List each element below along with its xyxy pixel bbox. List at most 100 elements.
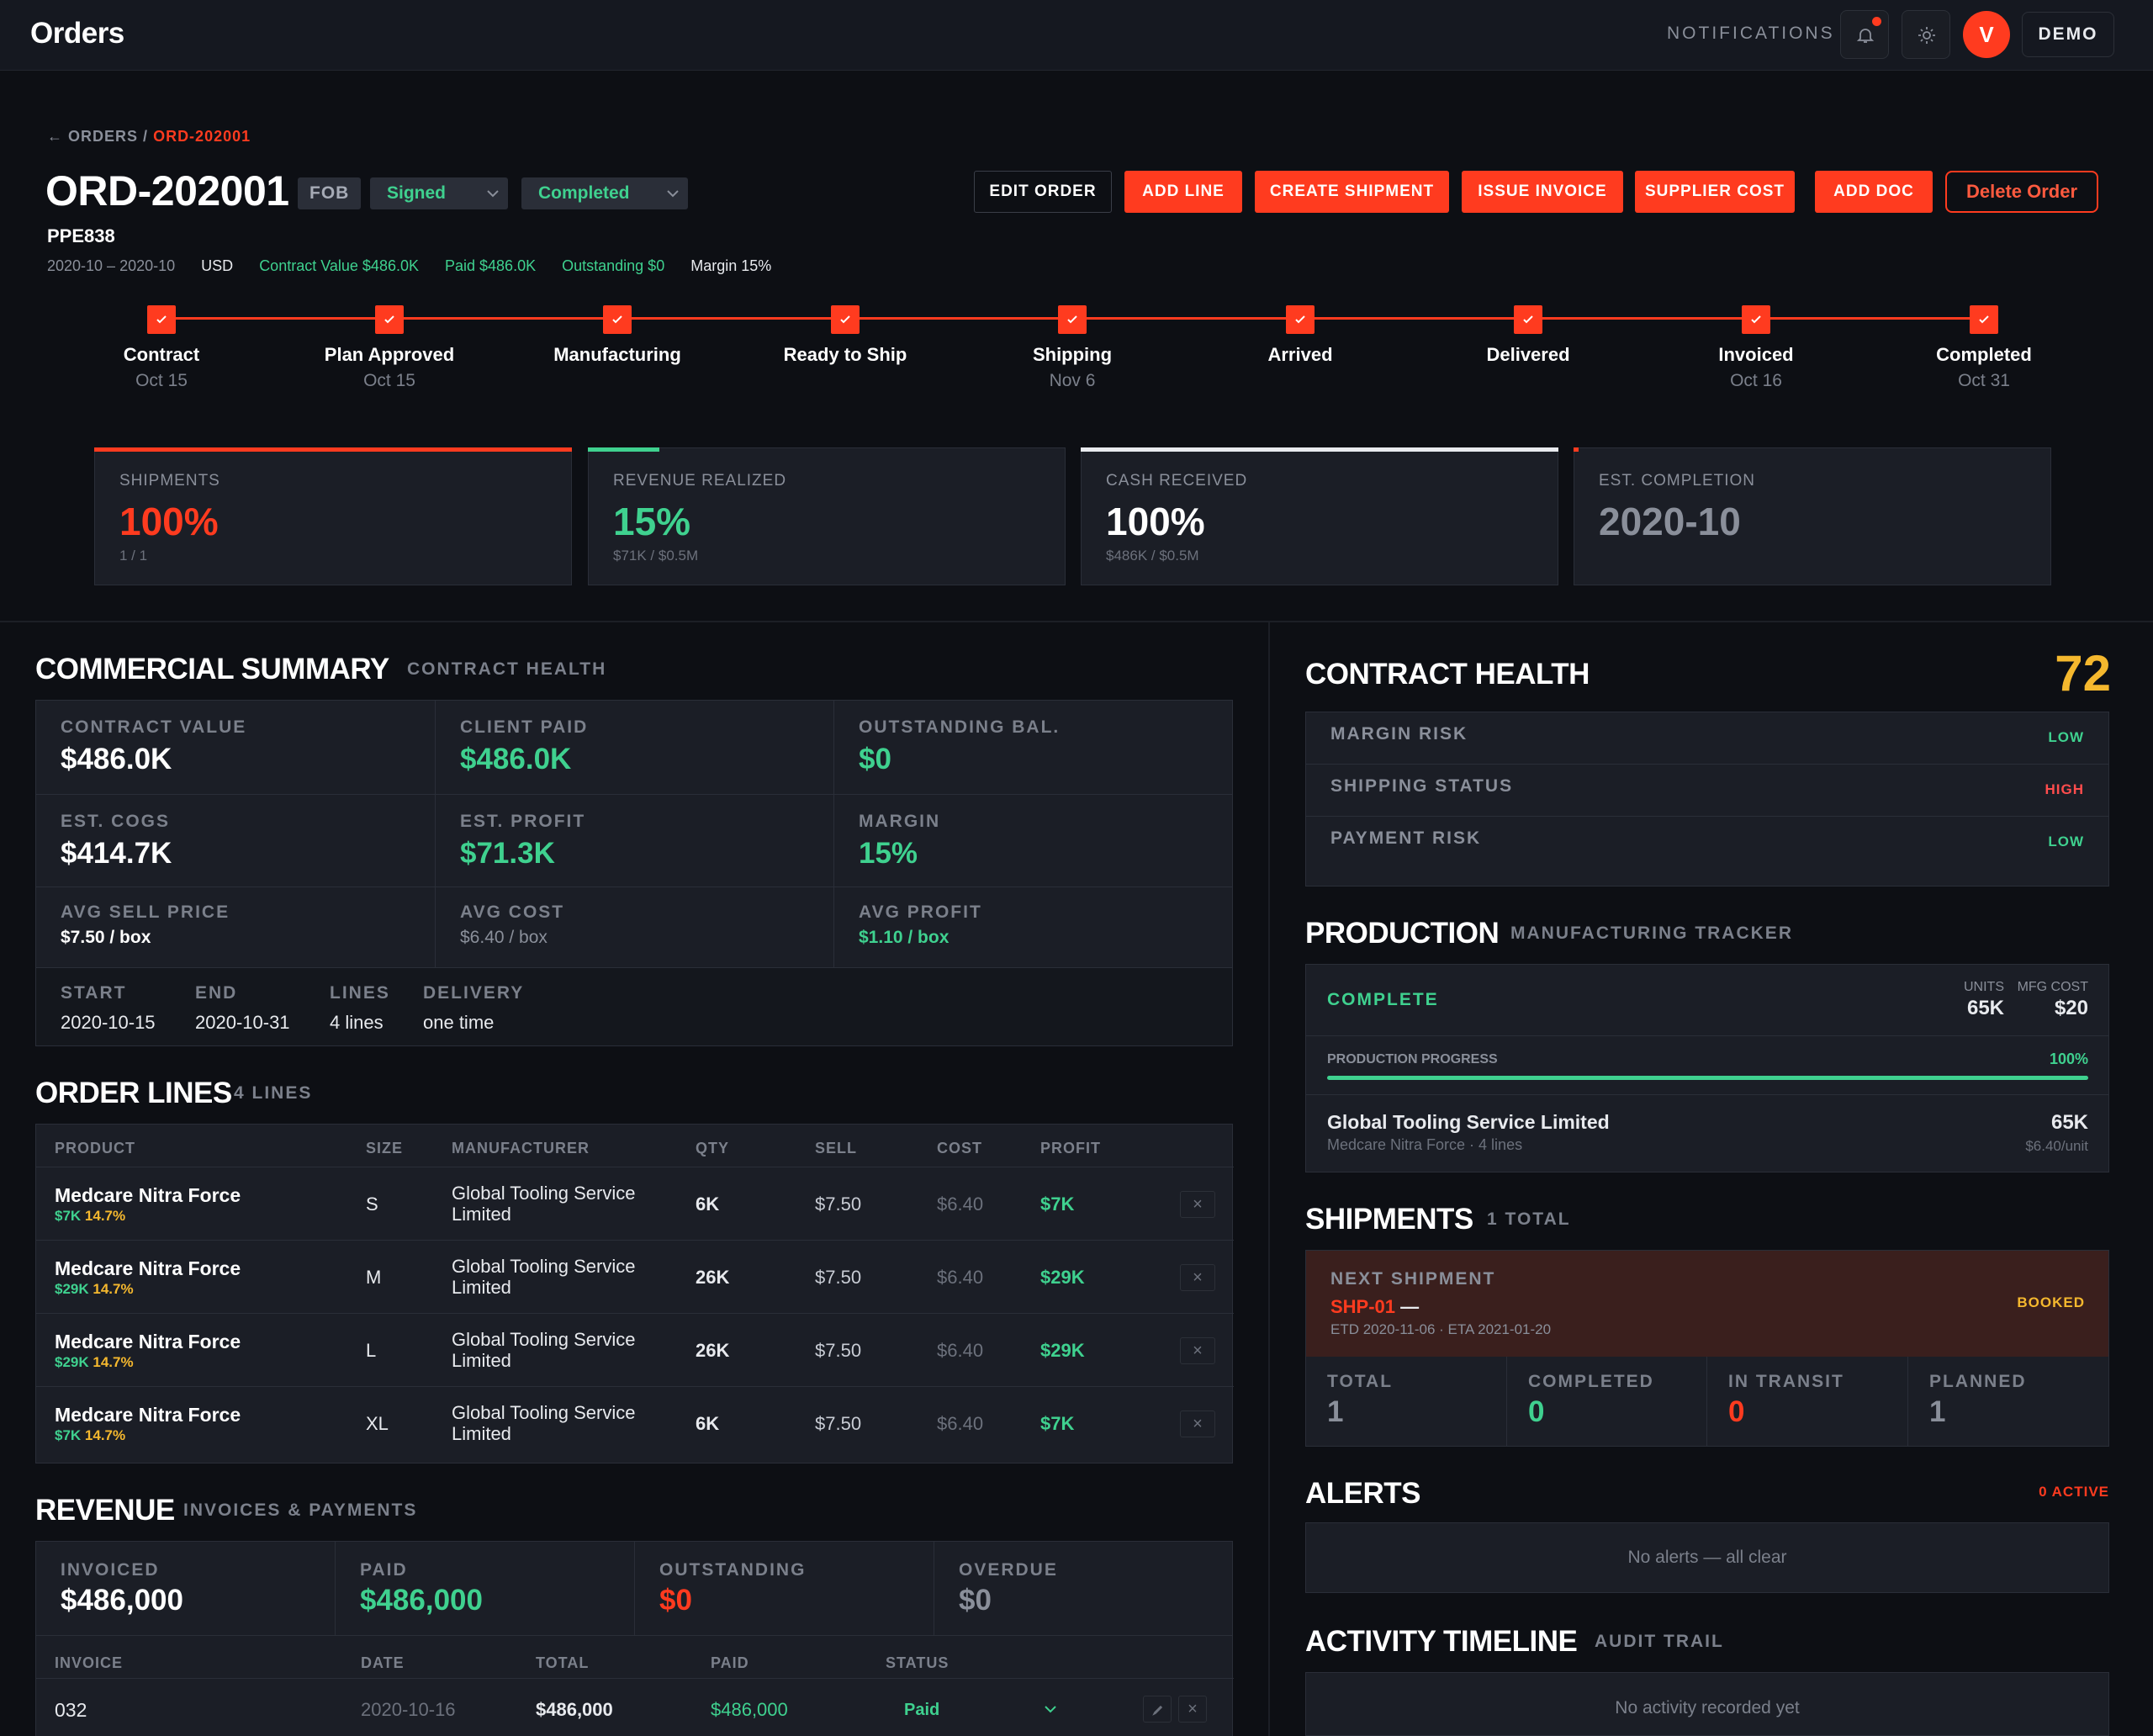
units-value: 65K xyxy=(1966,997,2004,1019)
invoice-date: 2020-10-16 xyxy=(361,1699,456,1720)
supplier-cost-button[interactable]: SUPPLIER COST xyxy=(1635,171,1795,213)
cell-label: MARGIN xyxy=(859,812,941,831)
notifications-link[interactable]: NOTIFICATIONS xyxy=(1667,24,1835,43)
delete-line-button[interactable]: × xyxy=(1180,1410,1215,1437)
add-line-button[interactable]: ADD LINE xyxy=(1124,171,1242,213)
health-row-shipping-status: SHIPPING STATUS HIGH xyxy=(1306,765,2108,817)
col-header: INVOICE xyxy=(55,1654,124,1671)
contract-status-select[interactable]: Signed xyxy=(370,177,508,209)
kpi-shipments: SHIPMENTS 100% 1 / 1 xyxy=(94,447,572,585)
page-title: ORD-202001 xyxy=(45,167,289,214)
col-header: COST xyxy=(937,1140,983,1156)
column-divider xyxy=(1268,622,1270,1736)
step-check-box xyxy=(1742,305,1770,334)
product-sub: $7K 14.7% xyxy=(55,1208,125,1225)
kpi-progress-bar xyxy=(1081,447,1558,452)
step-check-box xyxy=(1970,305,1998,334)
step-date: Oct 15 xyxy=(135,371,188,390)
delete-line-button[interactable]: × xyxy=(1180,1337,1215,1364)
start-value: 2020-10-15 xyxy=(61,1012,156,1033)
revenue-title: REVENUE xyxy=(35,1494,175,1527)
step-check-box xyxy=(1058,305,1087,334)
supplier-name: Global Tooling Service Limited xyxy=(1327,1111,1610,1133)
edit-order-button[interactable]: EDIT ORDER xyxy=(974,171,1112,213)
production-subtitle: MANUFACTURING TRACKER xyxy=(1510,924,1793,943)
notifications-button[interactable] xyxy=(1840,10,1889,59)
cell-value: $0 xyxy=(659,1584,692,1617)
kpi-value: 100% xyxy=(1106,500,1205,543)
cost: $6.40 xyxy=(937,1340,984,1361)
step-check-box xyxy=(831,305,860,334)
supplier-units: 65K xyxy=(2050,1111,2088,1134)
order-lines-count: 4 LINES xyxy=(234,1083,313,1103)
supplier-unit-cost: $6.40/unit xyxy=(2025,1138,2088,1154)
cell-label: OUTSTANDING BAL. xyxy=(859,717,1061,737)
step-date: Oct 16 xyxy=(1730,371,1782,390)
step-label: Manufacturing xyxy=(553,344,681,365)
cell-avg-sell: AVG SELL PRICE $7.50 / box xyxy=(36,887,436,968)
col-header: PROFIT xyxy=(1040,1140,1101,1156)
invoice-status-select[interactable]: Paid xyxy=(886,1692,1079,1726)
delete-order-button[interactable]: Delete Order xyxy=(1945,171,2098,213)
shipment-dash: — xyxy=(1400,1296,1420,1317)
risk-value: LOW xyxy=(2048,834,2084,849)
incoterm-badge: FOB xyxy=(298,177,362,209)
table-row[interactable]: Medcare Nitra Force $7K 14.7% S Global T… xyxy=(36,1167,1234,1240)
cost: $6.40 xyxy=(937,1267,984,1288)
edit-invoice-button[interactable] xyxy=(1143,1696,1172,1723)
cell-label: EST. PROFIT xyxy=(460,812,586,831)
health-panel: MARGIN RISK LOW SHIPPING STATUS HIGH PAY… xyxy=(1305,712,2109,887)
issue-invoice-button[interactable]: ISSUE INVOICE xyxy=(1462,171,1623,213)
next-shipment-card[interactable]: NEXT SHIPMENT SHP-01 — ETD 2020-11-06 · … xyxy=(1306,1251,2108,1357)
add-doc-button[interactable]: ADD DOC xyxy=(1815,171,1933,213)
profit: $29K xyxy=(1040,1267,1085,1288)
step-check-box xyxy=(147,305,176,334)
kpi-label: SHIPMENTS xyxy=(119,472,220,490)
delivery-value: one time xyxy=(423,1012,495,1033)
demo-button[interactable]: DEMO xyxy=(2022,12,2114,57)
invoice-row[interactable]: 032 2020-10-16 $486,000 $486,000 Paid × xyxy=(36,1678,1234,1736)
cell-value: $0 xyxy=(859,743,891,775)
profit: $29K xyxy=(1040,1340,1085,1361)
bell-icon xyxy=(1856,29,1875,43)
order-status-select[interactable]: Completed xyxy=(521,177,688,209)
cell-est-profit: EST. PROFIT $71.3K xyxy=(436,795,834,887)
delete-invoice-button[interactable]: × xyxy=(1178,1696,1207,1723)
shipment-stat-planned: PLANNED 1 xyxy=(1908,1357,2108,1446)
top-bar xyxy=(0,0,2153,71)
product-name: Medcare Nitra Force xyxy=(55,1184,241,1206)
cell-label: CONTRACT VALUE xyxy=(61,717,247,737)
size: L xyxy=(366,1340,377,1361)
delete-line-button[interactable]: × xyxy=(1180,1264,1215,1291)
end-label: END xyxy=(195,983,238,1003)
create-shipment-button[interactable]: CREATE SHIPMENT xyxy=(1255,171,1449,213)
product-sub: $7K 14.7% xyxy=(55,1427,125,1444)
alerts-count: 0 ACTIVE xyxy=(2039,1484,2109,1500)
qty: 6K xyxy=(696,1194,720,1215)
check-icon xyxy=(1979,315,1989,324)
order-meta: 2020-10 – 2020-10 USD Contract Value $48… xyxy=(47,257,793,275)
table-row[interactable]: Medcare Nitra Force $29K 14.7% L Global … xyxy=(36,1313,1234,1386)
health-row-margin-risk: MARGIN RISK LOW xyxy=(1306,712,2108,765)
cell-value: $6.40 / box xyxy=(460,928,548,947)
avatar[interactable]: V xyxy=(1963,11,2010,58)
reference-code: PPE838 xyxy=(47,225,115,246)
production-panel: COMPLETE UNITS 65K MFG COST $20 PRODUCTI… xyxy=(1305,964,2109,1172)
cell-label: OUTSTANDING xyxy=(659,1560,807,1580)
table-row[interactable]: Medcare Nitra Force $29K 14.7% M Global … xyxy=(36,1240,1234,1313)
sell: $7.50 xyxy=(815,1267,862,1288)
check-icon xyxy=(156,315,167,324)
breadcrumb-back-link[interactable]: ← ORDERS xyxy=(47,128,139,145)
theme-toggle-button[interactable] xyxy=(1902,10,1950,59)
step-date: Oct 31 xyxy=(1958,371,2010,390)
kpi-sub: $71K / $0.5M xyxy=(613,548,699,564)
meta-outstanding: Outstanding $0 xyxy=(562,257,665,274)
chevron-down-icon xyxy=(487,190,499,198)
table-row[interactable]: Medcare Nitra Force $7K 14.7% XL Global … xyxy=(36,1386,1234,1459)
commercial-summary-title: COMMERCIAL SUMMARY xyxy=(35,653,389,685)
shipment-stat-in-transit: IN TRANSIT 0 xyxy=(1707,1357,1908,1446)
risk-label: PAYMENT RISK xyxy=(1330,828,1482,848)
size: XL xyxy=(366,1413,389,1434)
risk-label: MARGIN RISK xyxy=(1330,724,1468,744)
delete-line-button[interactable]: × xyxy=(1180,1191,1215,1218)
